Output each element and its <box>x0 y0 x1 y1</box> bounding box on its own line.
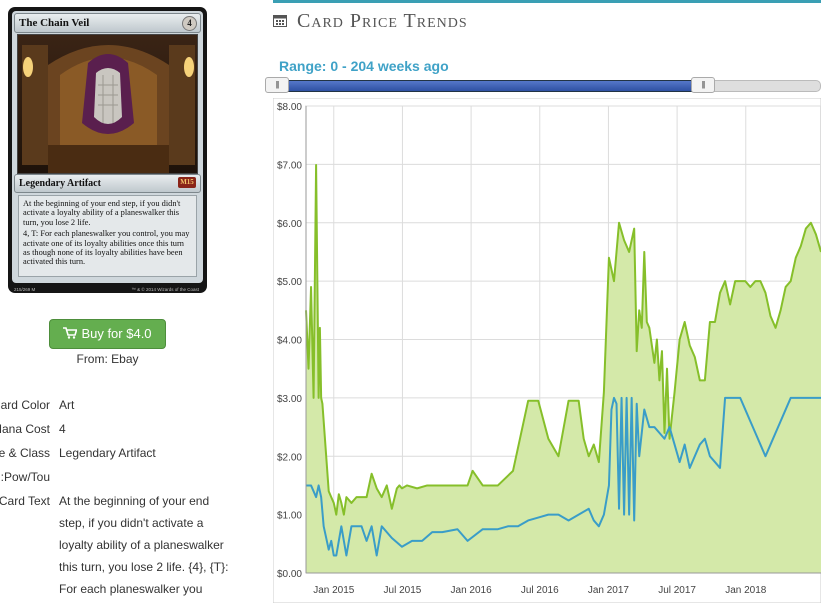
card-name: The Chain Veil <box>19 17 90 29</box>
card-type: Legendary Artifact <box>19 178 101 189</box>
week-range-slider[interactable]: ||| ||| <box>265 77 821 93</box>
card-rules-text-2: 4, T: For each planeswalker you control,… <box>23 229 190 267</box>
y-tick-label: $7.00 <box>277 160 302 171</box>
x-tick-label: Jan 2017 <box>588 585 630 596</box>
card-text-line: At the beginning of your end <box>59 494 210 508</box>
shopping-cart-icon <box>63 321 79 349</box>
y-tick-label: $8.00 <box>277 102 302 113</box>
x-tick-label: Jan 2015 <box>313 585 355 596</box>
slider-handle-end[interactable]: ||| <box>691 77 715 93</box>
card-text-value: At the beginning of your end step, if yo… <box>59 490 239 600</box>
card-art <box>17 34 198 174</box>
x-tick-label: Jan 2018 <box>725 585 767 596</box>
y-tick-label: $4.00 <box>277 336 302 347</box>
x-tick-label: Jul 2015 <box>384 585 422 596</box>
card-text-line: For each planeswalker you <box>59 582 203 596</box>
y-tick-label: $2.00 <box>277 452 302 463</box>
series-a-line <box>305 163 821 516</box>
card-text-line: this turn, you lose 2 life. {4}, {T}: <box>59 560 229 574</box>
x-tick-label: Jul 2016 <box>521 585 559 596</box>
section-top-border <box>273 0 821 3</box>
range-label: Range: 0 - 204 weeks ago <box>279 58 449 74</box>
buy-button-label: Buy for $4.0 <box>81 326 152 341</box>
type-class-label: Type & Class: <box>0 446 50 460</box>
card-type-line: Legendary Artifact M15 <box>14 174 201 193</box>
x-tick-label: Jul 2017 <box>658 585 696 596</box>
slider-range-fill[interactable] <box>285 80 703 92</box>
card-rules-text-1: At the beginning of your end step, if yo… <box>23 199 181 227</box>
card-text-label: Card Text: <box>0 494 50 508</box>
card-frame: The Chain Veil 4 <box>12 11 203 283</box>
mana-symbol: 4 <box>182 16 197 31</box>
slider-handle-start[interactable]: ||| <box>265 77 289 93</box>
x-tick-label: Jan 2016 <box>451 585 493 596</box>
pow-tou-label: Pow/Tou: <box>0 470 50 484</box>
series-b-line <box>306 396 821 557</box>
y-tick-label: $0.00 <box>277 569 302 580</box>
price-trends-title: Card Price Trends <box>297 10 468 32</box>
card-collector-number: 215/269 M <box>14 287 36 292</box>
y-tick-label: $5.00 <box>277 277 302 288</box>
card-text-line: loyalty ability of a planeswalker <box>59 538 224 552</box>
card-color-value: Art <box>59 398 75 412</box>
card-rules-box: At the beginning of your end step, if yo… <box>18 195 197 277</box>
card-copyright: ™ & © 2014 Wizards of the Coast <box>131 287 199 292</box>
set-symbol-icon: M15 <box>178 177 196 188</box>
card-color-label: Card Color: <box>0 398 50 412</box>
mana-cost-label: Mana Cost <box>0 422 50 436</box>
calendar-icon <box>273 14 287 27</box>
card-text-line: step, if you didn't activate a <box>59 516 204 530</box>
series-a-area <box>306 164 821 573</box>
price-trend-chart: $0.00 $1.00 $2.00 $3.00 $4.00 $5.00 $6.00 $7.00… <box>273 98 821 603</box>
card-image: The Chain Veil 4 <box>8 7 207 293</box>
y-tick-label: $6.00 <box>277 219 302 230</box>
buy-button[interactable]: Buy for $4.0 <box>49 319 166 349</box>
y-tick-label: $1.00 <box>277 511 302 522</box>
mana-cost-value: 4 <box>59 422 66 436</box>
type-class-value: Legendary Artifact <box>59 446 156 460</box>
card-title-bar: The Chain Veil 4 <box>14 13 201 33</box>
buy-source: From: Ebay <box>76 352 139 366</box>
y-tick-label: $3.00 <box>277 394 302 405</box>
